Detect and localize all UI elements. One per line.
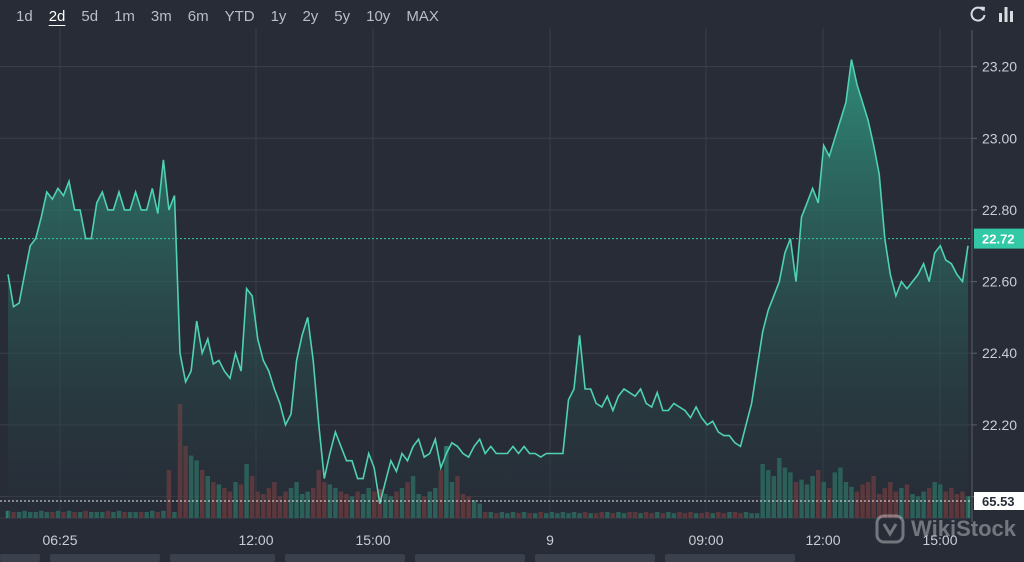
- price-area: [7, 59, 969, 518]
- range-6m[interactable]: 6m: [187, 8, 209, 25]
- timeline-scrollbar[interactable]: [0, 554, 1024, 562]
- range-max[interactable]: MAX: [406, 8, 439, 25]
- x-tick-label: 15:00: [355, 532, 390, 548]
- y-tick-label: 22.40: [982, 345, 1017, 361]
- last-price-label: 22.72: [982, 232, 1015, 247]
- x-tick-label: 12:00: [238, 532, 273, 548]
- last-volume-label: 65.53: [982, 494, 1015, 509]
- price-line: [7, 59, 969, 504]
- wikistock-logo-icon: [875, 514, 905, 544]
- price-area-fill: [8, 59, 968, 518]
- x-tick-label: 9: [546, 532, 554, 548]
- x-axis: 06:25 12:00 15:00 9 09:00 12:00 15:00: [42, 532, 957, 548]
- range-10y[interactable]: 10y: [366, 8, 391, 25]
- y-tick-label: 23.00: [982, 130, 1017, 146]
- y-tick-label: 23.20: [982, 59, 1017, 75]
- last-price-badge: [974, 228, 1024, 249]
- chart-toolbar: [968, 4, 1016, 24]
- watermark-text: WikiStock: [911, 516, 1016, 541]
- watermark: WikiStock: [875, 514, 1016, 544]
- price-badges: 22.72 65.53: [0, 228, 1024, 510]
- range-5y[interactable]: 5y: [334, 8, 351, 25]
- range-selector: 1d 2d 5d 1m 3m 6m YTD 1y 2y 5y 10y MAX: [0, 0, 520, 34]
- range-2d[interactable]: 2d: [48, 8, 66, 25]
- range-3m[interactable]: 3m: [150, 8, 172, 25]
- range-1d[interactable]: 1d: [16, 8, 33, 25]
- refresh-icon[interactable]: [968, 4, 988, 24]
- range-1m[interactable]: 1m: [114, 8, 135, 25]
- y-tick-label: 22.60: [982, 274, 1017, 290]
- range-2y[interactable]: 2y: [302, 8, 319, 25]
- range-5d[interactable]: 5d: [81, 8, 99, 25]
- bar-chart-icon[interactable]: [996, 4, 1016, 24]
- range-1y[interactable]: 1y: [270, 8, 287, 25]
- range-ytd[interactable]: YTD: [224, 8, 255, 25]
- y-tick-label: 22.80: [982, 202, 1017, 218]
- x-tick-label: 15:00: [922, 532, 957, 548]
- y-tick-label: 22.20: [982, 417, 1017, 433]
- x-tick-label: 09:00: [688, 532, 723, 548]
- x-tick-label: 06:25: [42, 532, 77, 548]
- last-volume-badge: [974, 492, 1024, 510]
- x-tick-label: 12:00: [805, 532, 840, 548]
